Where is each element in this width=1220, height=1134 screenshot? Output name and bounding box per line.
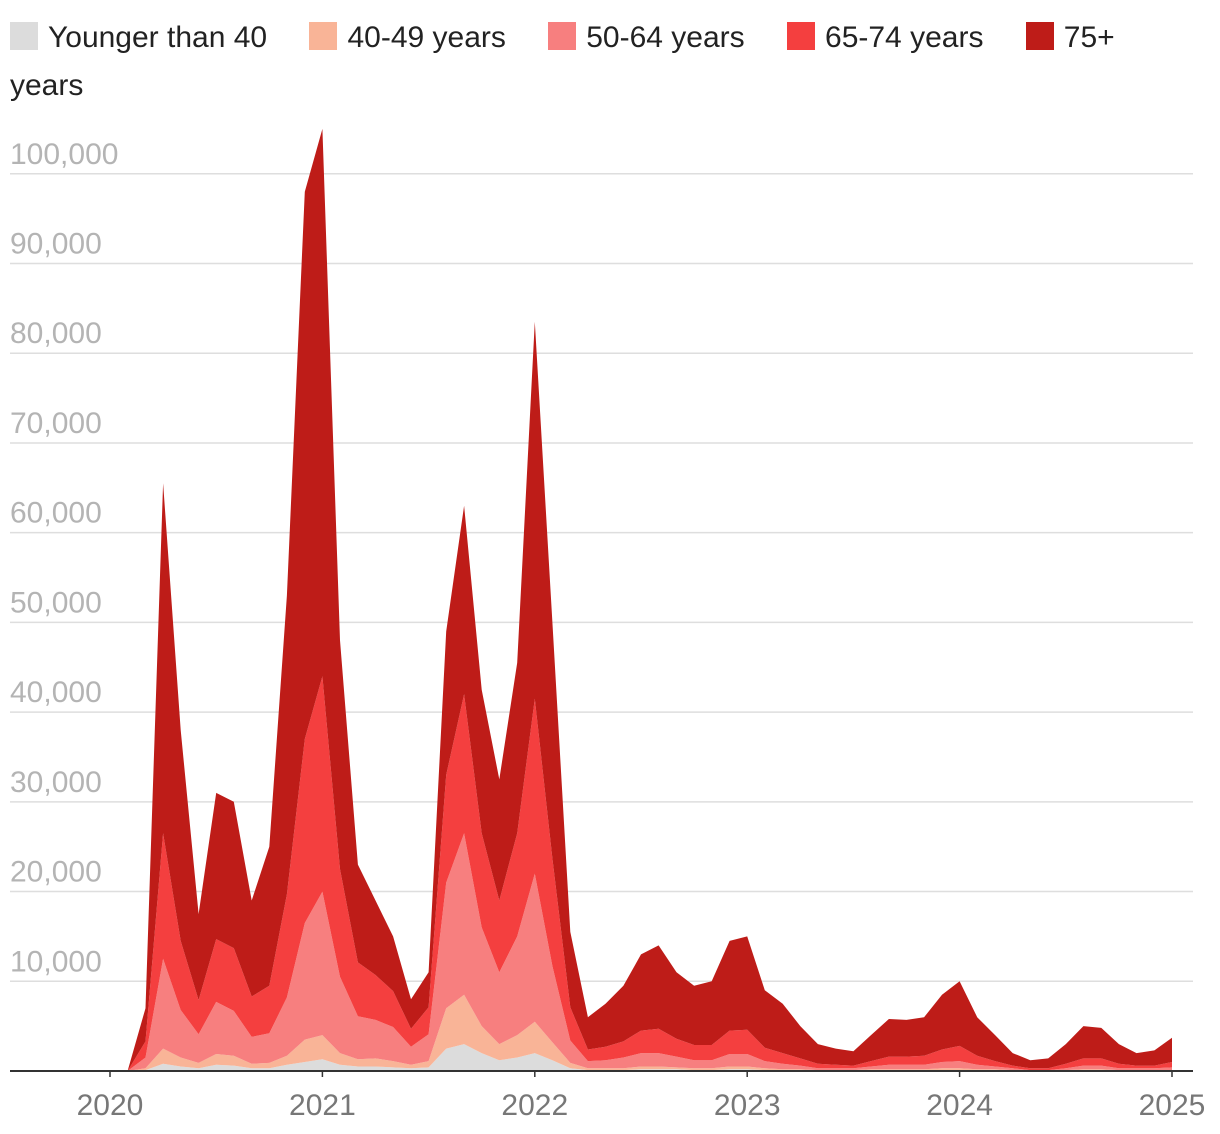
x-tick-label: 2022	[501, 1089, 568, 1122]
legend-swatch	[10, 22, 38, 50]
legend-item: 40-49 years	[309, 21, 506, 54]
legend-label: 75+ years	[10, 21, 1115, 102]
y-tick-label: 100,000	[10, 138, 118, 171]
y-tick-label: 80,000	[10, 317, 102, 350]
x-tick-label: 2023	[714, 1089, 781, 1122]
area	[127, 994, 1173, 1071]
legend-item: Younger than 40	[10, 21, 267, 54]
y-tick-label: 20,000	[10, 856, 102, 889]
legend-swatch	[787, 22, 816, 50]
legend: Younger than 40 40-49 years 50-64 years …	[10, 14, 1160, 110]
legend-label: 65-74 years	[825, 21, 984, 54]
area	[127, 128, 1173, 1071]
area	[127, 1044, 1173, 1071]
legend-swatch	[309, 22, 338, 50]
y-tick-label: 50,000	[10, 586, 102, 619]
y-tick-label: 30,000	[10, 766, 102, 799]
legend-item: 75+ years	[10, 21, 1115, 102]
y-tick-label: 90,000	[10, 228, 102, 261]
y-tick-label: 70,000	[10, 407, 102, 440]
legend-item: 65-74 years	[787, 21, 983, 54]
legend-label: Younger than 40	[48, 21, 268, 54]
y-tick-label: 10,000	[10, 945, 102, 978]
x-tick-label: 2020	[77, 1089, 144, 1122]
x-tick-label: 2021	[289, 1089, 356, 1122]
x-tick-label: 2025	[1139, 1089, 1206, 1122]
legend-swatch	[1025, 22, 1054, 50]
legend-item: 50-64 years	[548, 21, 745, 54]
y-tick-label: 60,000	[10, 497, 102, 530]
legend-label: 40-49 years	[347, 21, 506, 54]
legend-swatch	[548, 22, 577, 50]
legend-label: 50-64 years	[586, 21, 745, 54]
area	[127, 833, 1173, 1071]
area	[127, 676, 1173, 1071]
y-tick-label: 40,000	[10, 676, 102, 709]
x-tick-label: 2024	[926, 1089, 993, 1122]
